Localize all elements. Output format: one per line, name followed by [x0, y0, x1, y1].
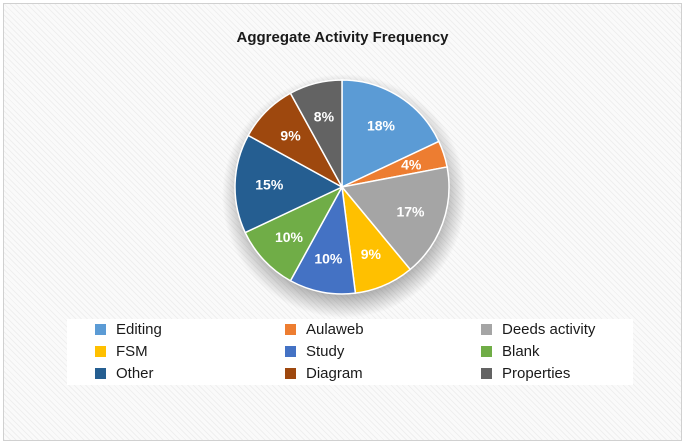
legend-swatch-deeds-activity — [481, 323, 492, 335]
legend-label-blank: Blank — [502, 342, 540, 360]
legend-label-deeds-activity: Deeds activity — [502, 320, 596, 338]
pie-slice-other — [234, 134, 344, 234]
legend-label-editing: Editing — [116, 320, 162, 338]
data-label-deeds-activity: 17% — [396, 204, 425, 220]
data-label-blank: 10% — [275, 229, 304, 245]
pie-slices — [234, 79, 450, 295]
legend-label-diagram: Diagram — [306, 364, 363, 382]
data-label-study: 10% — [314, 250, 343, 266]
pie-data-labels: 18% 4% 17% 9% 10% 10% 15% 9% 8% — [255, 109, 425, 267]
legend-label-study: Study — [306, 342, 345, 360]
legend-item-fsm: FSM — [95, 341, 148, 361]
legend-swatch-blank — [481, 345, 492, 357]
legend-label-aulaweb: Aulaweb — [306, 320, 364, 338]
legend-label-fsm: FSM — [116, 342, 148, 360]
legend-swatch-diagram — [285, 367, 296, 379]
data-label-diagram: 9% — [280, 128, 301, 144]
chart-title: Aggregate Activity Frequency — [236, 29, 449, 46]
pie-slice-properties — [289, 79, 343, 188]
legend-swatch-aulaweb — [285, 323, 296, 335]
pie-slice-deeds-activity — [340, 166, 450, 271]
data-label-aulaweb: 4% — [401, 157, 422, 173]
legend-item-blank: Blank — [481, 341, 540, 361]
legend-item-editing: Editing — [95, 319, 162, 339]
legend-item-properties: Properties — [481, 363, 570, 383]
legend-swatch-other — [95, 367, 106, 379]
pie-slice-editing — [341, 79, 440, 189]
data-label-editing: 18% — [367, 118, 396, 134]
legend-label-properties: Properties — [502, 364, 571, 382]
legend-item-deeds-activity: Deeds activity — [481, 319, 595, 339]
data-label-properties: 8% — [314, 109, 335, 125]
chart-legend: Editing Aulaweb Deeds activity FSM Study Blan… — [67, 319, 633, 385]
legend-swatch-properties — [481, 367, 492, 379]
legend-item-diagram: Diagram — [285, 363, 363, 383]
legend-swatch-study — [285, 345, 296, 357]
data-label-fsm: 9% — [361, 246, 382, 262]
data-label-other: 15% — [255, 177, 284, 193]
legend-item-study: Study — [285, 341, 344, 361]
legend-swatch-editing — [95, 323, 106, 335]
legend-swatch-fsm — [95, 345, 106, 357]
legend-item-other: Other — [95, 363, 154, 383]
legend-item-aulaweb: Aulaweb — [285, 319, 364, 339]
legend-label-other: Other — [116, 364, 154, 382]
